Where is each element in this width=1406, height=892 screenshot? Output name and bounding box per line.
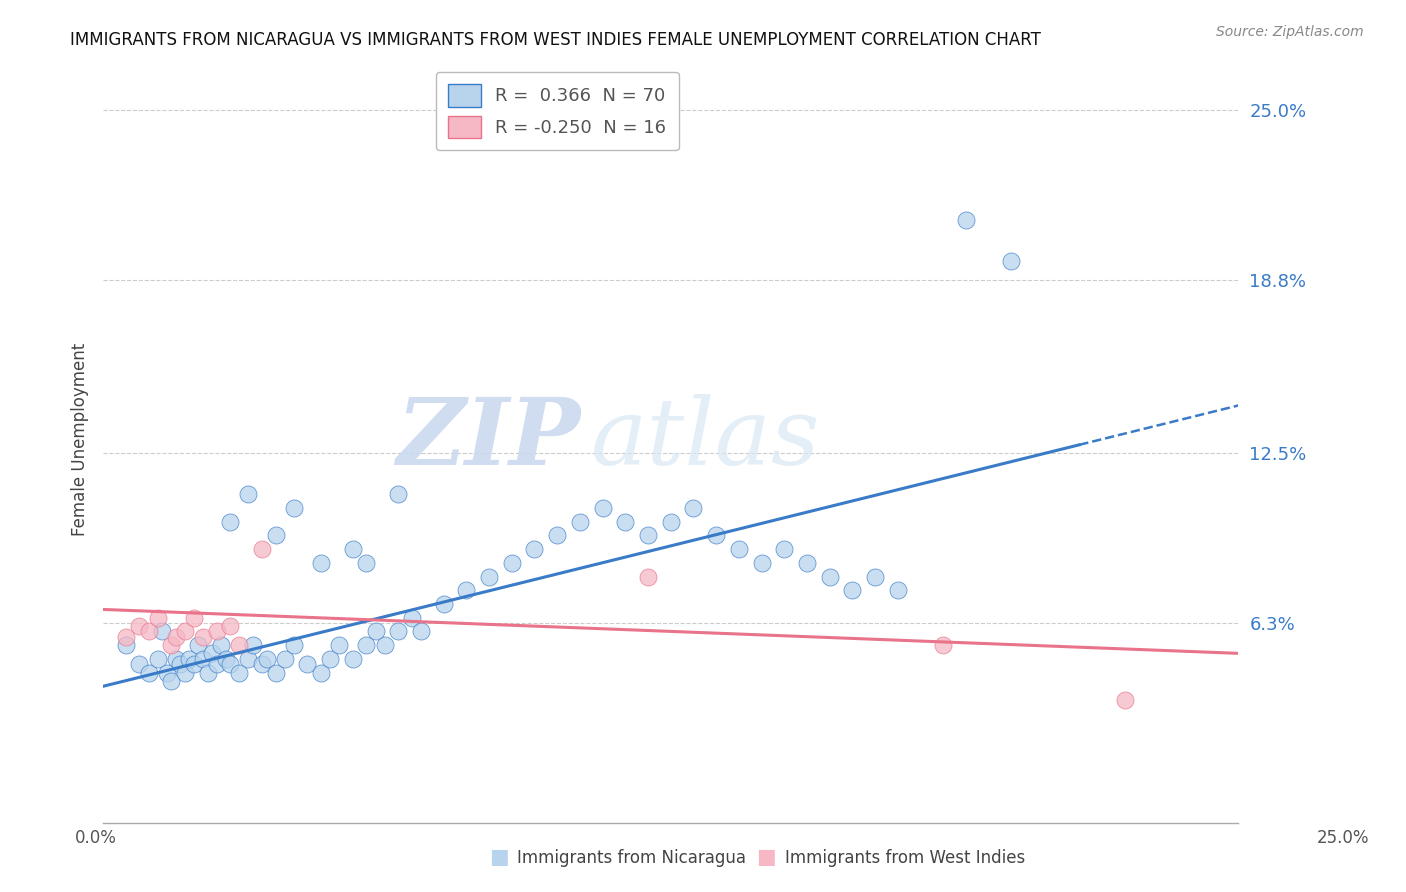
Point (297, 657, 319, 672)
Point (637, 528, 659, 542)
Legend: R =  0.366  N = 70, R = -0.250  N = 16: R = 0.366 N = 70, R = -0.250 N = 16 (436, 72, 679, 150)
Point (932, 638, 955, 652)
Point (433, 597, 456, 611)
Point (183, 610, 205, 624)
Point (173, 624, 195, 639)
Point (114, 638, 136, 652)
Point (219, 619, 242, 633)
Point (228, 638, 250, 652)
Text: ■: ■ (489, 847, 509, 867)
Point (138, 624, 160, 639)
Text: 25.0%: 25.0% (1316, 829, 1369, 847)
Point (319, 652, 342, 666)
Point (501, 556, 523, 570)
Point (264, 665, 287, 680)
Point (238, 652, 260, 666)
Point (523, 542, 546, 557)
Point (169, 657, 191, 672)
Point (409, 624, 432, 639)
Text: 0.0%: 0.0% (75, 829, 117, 847)
Point (242, 638, 264, 652)
Point (309, 556, 332, 570)
Point (165, 652, 187, 666)
Point (215, 652, 238, 666)
Point (146, 652, 169, 666)
Point (173, 665, 195, 680)
Text: Immigrants from Nicaragua: Immigrants from Nicaragua (517, 849, 747, 867)
Point (478, 569, 501, 583)
Point (146, 610, 169, 624)
Point (364, 624, 387, 639)
Point (191, 652, 214, 666)
Point (238, 487, 260, 501)
Point (342, 542, 364, 557)
Point (356, 638, 378, 652)
Point (160, 673, 183, 688)
Point (546, 528, 568, 542)
Point (219, 515, 242, 529)
Point (179, 652, 201, 666)
Point (592, 500, 614, 515)
Point (387, 487, 409, 501)
Point (219, 657, 242, 672)
Point (205, 657, 228, 672)
Point (374, 638, 396, 652)
Point (283, 500, 305, 515)
Point (456, 583, 478, 598)
Point (637, 569, 659, 583)
Point (160, 638, 183, 652)
Point (727, 542, 749, 557)
Point (256, 652, 278, 666)
Point (191, 630, 214, 644)
Point (863, 569, 886, 583)
Point (309, 665, 332, 680)
Point (568, 515, 591, 529)
Point (659, 515, 682, 529)
Point (955, 212, 977, 227)
Text: IMMIGRANTS FROM NICARAGUA VS IMMIGRANTS FROM WEST INDIES FEMALE UNEMPLOYMENT COR: IMMIGRANTS FROM NICARAGUA VS IMMIGRANTS … (70, 31, 1042, 49)
Point (1000, 254, 1022, 268)
Point (187, 638, 209, 652)
Point (209, 638, 232, 652)
Text: Source: ZipAtlas.com: Source: ZipAtlas.com (1216, 25, 1364, 39)
Point (128, 657, 150, 672)
Point (205, 624, 228, 639)
Point (274, 652, 297, 666)
Point (841, 583, 863, 598)
Point (818, 569, 841, 583)
Text: ■: ■ (756, 847, 776, 867)
Point (250, 542, 273, 557)
Point (773, 542, 796, 557)
Text: ZIP: ZIP (395, 394, 579, 484)
Point (250, 657, 273, 672)
Point (156, 665, 179, 680)
Point (201, 646, 224, 660)
Point (283, 638, 305, 652)
Point (1114, 693, 1136, 707)
Point (138, 665, 160, 680)
Point (165, 630, 187, 644)
Y-axis label: Female Unemployment: Female Unemployment (72, 343, 89, 536)
Point (682, 500, 704, 515)
Point (197, 665, 219, 680)
Point (150, 624, 173, 639)
Point (228, 665, 250, 680)
Point (328, 638, 350, 652)
Point (264, 528, 287, 542)
Point (128, 619, 150, 633)
Point (796, 556, 818, 570)
Point (342, 652, 364, 666)
Point (183, 657, 205, 672)
Text: atlas: atlas (592, 394, 821, 484)
Point (751, 556, 773, 570)
Text: Immigrants from West Indies: Immigrants from West Indies (785, 849, 1025, 867)
Point (887, 583, 910, 598)
Point (614, 515, 637, 529)
Point (704, 528, 727, 542)
Point (387, 624, 409, 639)
Point (114, 630, 136, 644)
Point (356, 556, 378, 570)
Point (401, 610, 423, 624)
